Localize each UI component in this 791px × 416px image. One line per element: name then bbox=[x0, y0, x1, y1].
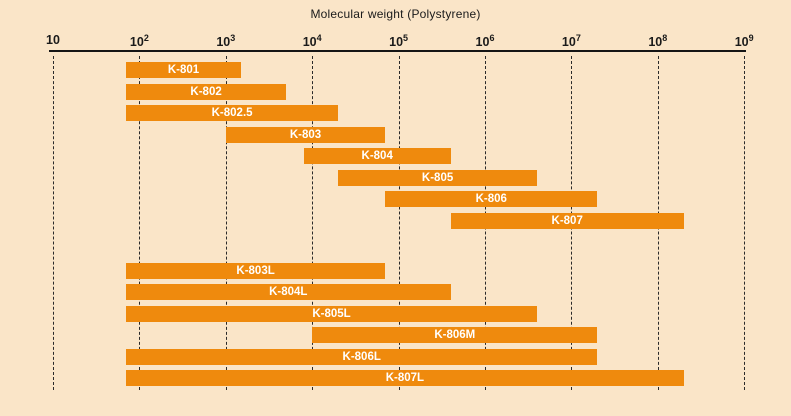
tick-exponent: 3 bbox=[230, 33, 236, 43]
tick-mantissa: 10 bbox=[46, 33, 60, 47]
range-bar-k-803l: K-803L bbox=[126, 263, 386, 279]
tick-mantissa: 10 bbox=[216, 35, 231, 50]
tick-exponent: 2 bbox=[143, 33, 149, 43]
bar-label: K-806 bbox=[475, 193, 507, 205]
range-bar-k-805: K-805 bbox=[338, 170, 537, 186]
bar-label: K-803L bbox=[236, 265, 275, 277]
bar-label: K-801 bbox=[167, 64, 200, 76]
tick-mantissa: 10 bbox=[302, 35, 317, 50]
x-tick-label-10e3: 103 bbox=[216, 33, 235, 49]
x-tick-label-10e9: 109 bbox=[735, 33, 754, 49]
gridline-10e3 bbox=[225, 56, 227, 390]
tick-exponent: 9 bbox=[748, 33, 754, 43]
range-bar-k-801: K-801 bbox=[126, 62, 241, 78]
range-bar-k-807l: K-807L bbox=[126, 370, 684, 386]
x-tick-label-10e1: 10 bbox=[46, 33, 60, 47]
bar-label: K-806L bbox=[342, 351, 381, 363]
bar-label: K-807L bbox=[385, 372, 425, 384]
bar-label: K-803 bbox=[289, 129, 322, 141]
x-tick-label-10e5: 105 bbox=[389, 33, 408, 49]
tick-mantissa: 10 bbox=[475, 35, 490, 50]
bar-label: K-807 bbox=[551, 215, 583, 227]
bar-label: K-804L bbox=[269, 286, 308, 298]
gridline-10e5 bbox=[398, 56, 400, 390]
gridline-10e1 bbox=[53, 56, 54, 390]
tick-exponent: 7 bbox=[575, 33, 581, 43]
gridline-10e9 bbox=[744, 56, 746, 390]
range-bar-k-802: K-802 bbox=[126, 84, 287, 100]
range-bar-k-806l: K-806L bbox=[126, 349, 598, 365]
tick-exponent: 8 bbox=[662, 33, 668, 43]
x-tick-label-10e4: 104 bbox=[303, 33, 322, 49]
range-bar-k-806m: K-806M bbox=[312, 327, 598, 343]
bar-label: K-806M bbox=[434, 329, 476, 341]
tick-exponent: 5 bbox=[403, 33, 409, 43]
tick-mantissa: 10 bbox=[734, 35, 749, 50]
tick-exponent: 4 bbox=[316, 33, 322, 43]
x-tick-label-10e6: 106 bbox=[476, 33, 495, 49]
tick-mantissa: 10 bbox=[561, 35, 576, 50]
range-bar-k-804: K-804 bbox=[303, 148, 451, 164]
bar-label: K-802 bbox=[190, 86, 222, 98]
range-bar-k-805l: K-805L bbox=[126, 306, 537, 322]
bar-label: K-805L bbox=[312, 308, 351, 320]
range-bar-k-803: K-803 bbox=[225, 127, 386, 143]
bar-label: K-804 bbox=[361, 150, 393, 162]
range-bar-k-807: K-807 bbox=[450, 213, 684, 229]
range-bar-k-806: K-806 bbox=[385, 191, 598, 207]
gridline-10e2 bbox=[139, 56, 141, 390]
x-tick-label-10e2: 102 bbox=[130, 33, 149, 49]
x-axis-title: Molecular weight (Polystyrene) bbox=[310, 7, 481, 21]
bar-label: K-802.5 bbox=[211, 107, 253, 119]
x-tick-label-10e8: 108 bbox=[648, 33, 667, 49]
range-bar-k-802-5: K-802.5 bbox=[126, 105, 339, 121]
bar-label: K-805 bbox=[421, 172, 454, 184]
tick-mantissa: 10 bbox=[648, 35, 663, 50]
range-bar-k-804l: K-804L bbox=[126, 284, 451, 300]
x-axis-line bbox=[49, 50, 746, 52]
tick-exponent: 6 bbox=[489, 33, 495, 43]
tick-mantissa: 10 bbox=[129, 35, 144, 50]
gridline-10e4 bbox=[312, 56, 314, 390]
x-tick-label-10e7: 107 bbox=[562, 33, 581, 49]
tick-mantissa: 10 bbox=[389, 35, 404, 50]
